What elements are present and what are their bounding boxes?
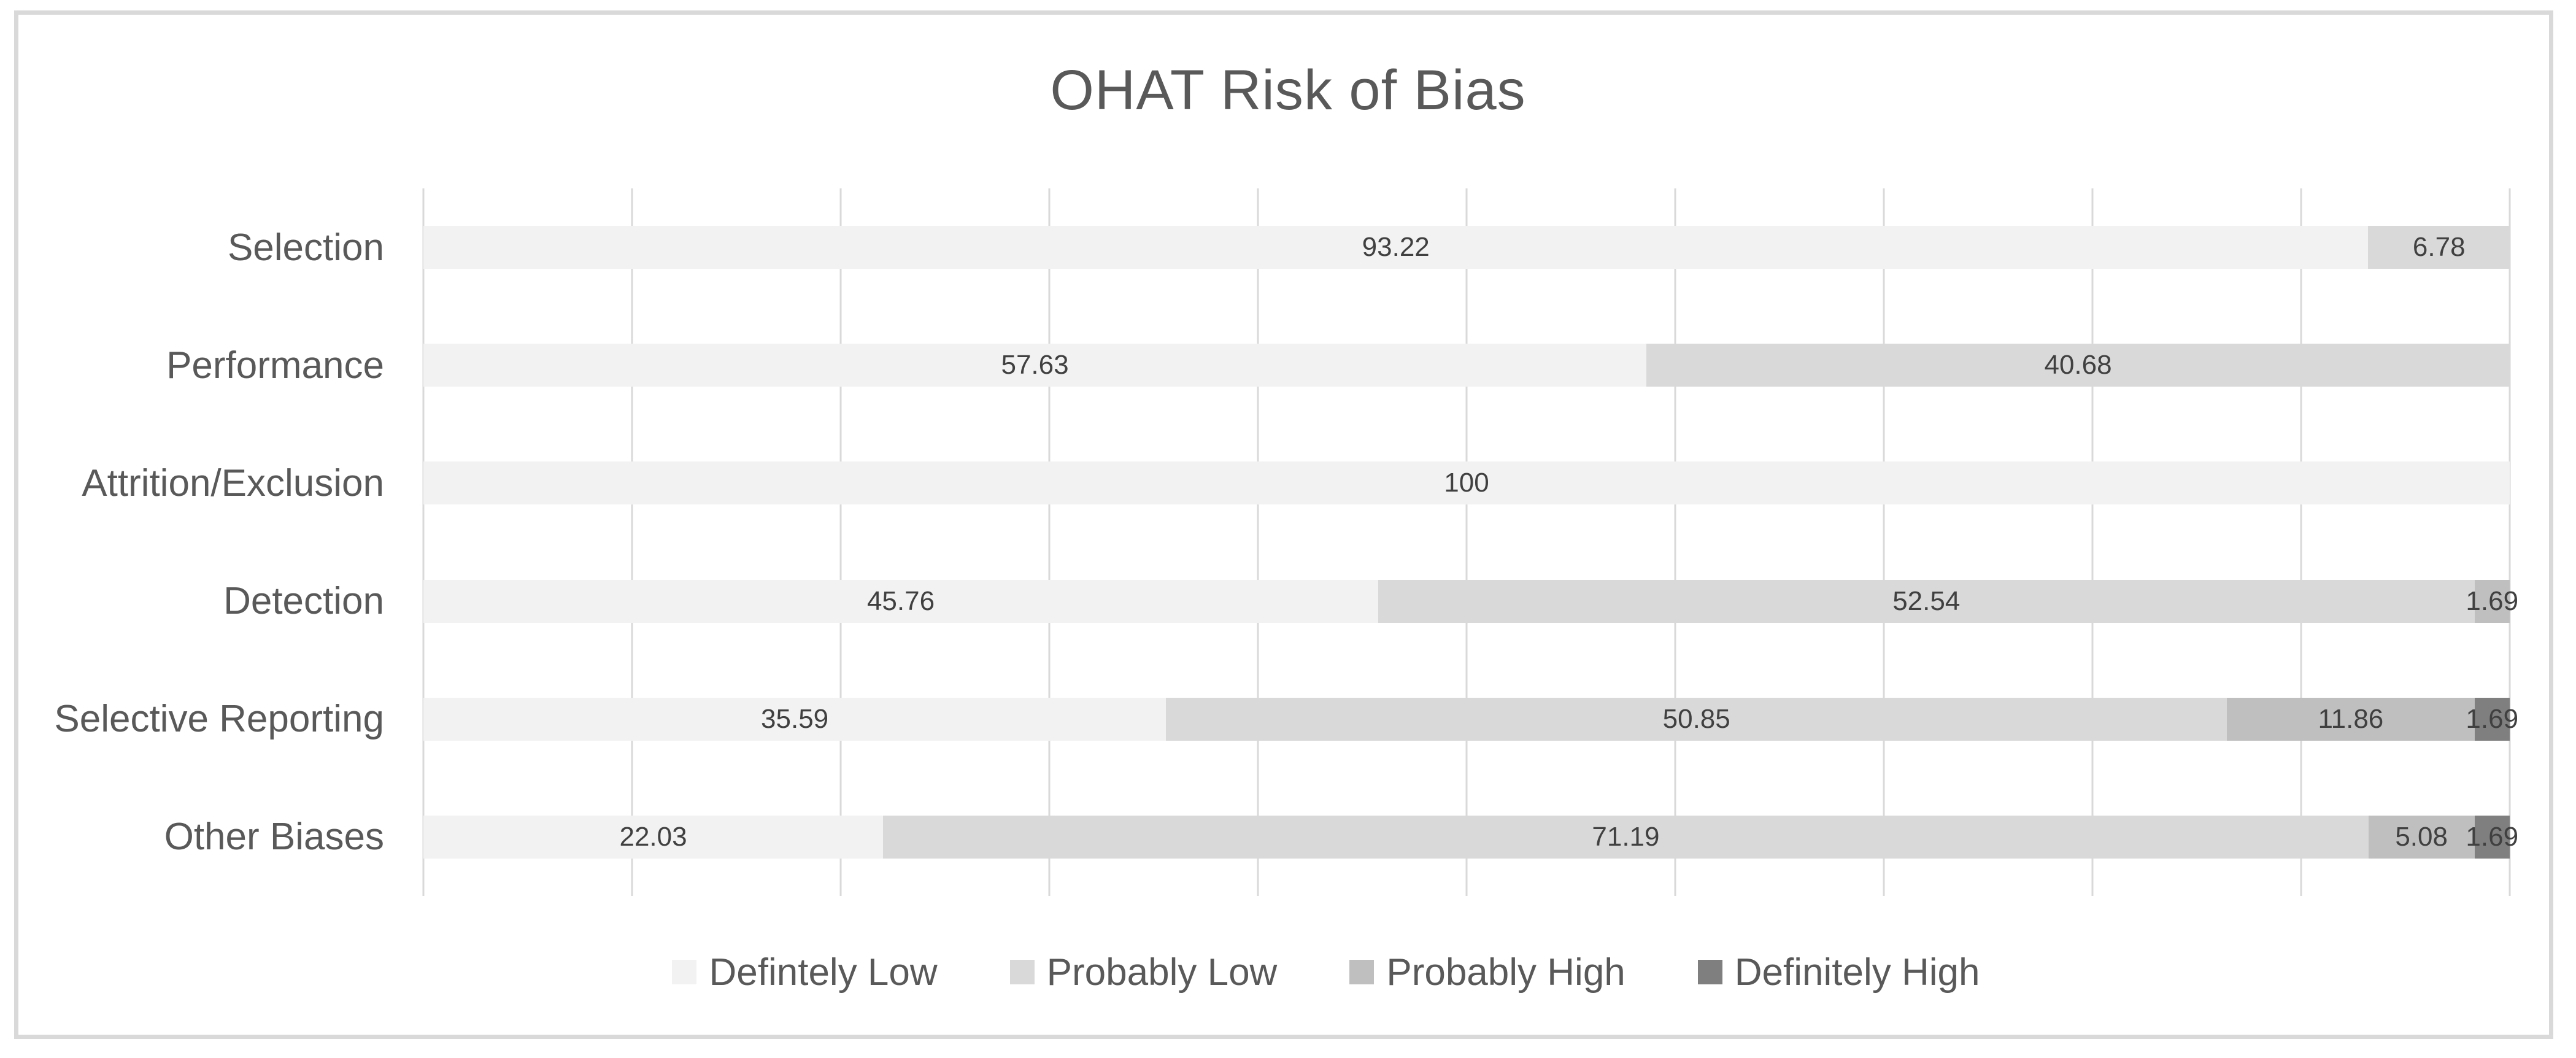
bar-segment-definitely-high: 1.69 (2466, 697, 2518, 741)
legend-item: Probably Low (1009, 951, 1278, 994)
bar-segment-probably-high: 11.86 (2227, 697, 2475, 741)
bar-row: 22.03 71.19 5.08 1.69 (423, 778, 2518, 896)
data-label: 40.68 (2044, 350, 2112, 380)
data-label: 1.69 (2466, 821, 2519, 852)
category-label: Detection (223, 580, 384, 623)
bar-row: 35.59 50.85 11.86 1.69 (423, 660, 2518, 778)
bar-row: 45.76 52.54 1.69 (423, 543, 2518, 660)
data-label: 1.69 (2466, 585, 2519, 616)
bar-segment-probably-high: 1.69 (2466, 579, 2518, 623)
category-label: Attrition/Exclusion (82, 461, 384, 504)
legend-item: Defintely Low (672, 951, 938, 994)
legend-swatch-icon (1009, 960, 1035, 984)
plot-area: 93.22 6.78 57.63 40.68 100 45.76 52.54 1.69 35.5… (422, 188, 2518, 896)
bar-segment-defintely-low: 93.22 (423, 226, 2369, 269)
bar-segment-defintely-low: 35.59 (423, 697, 1167, 741)
bar-segment-probably-low: 52.54 (1378, 579, 2475, 623)
bar-segment-probably-low: 50.85 (1166, 697, 2227, 741)
bar-row: 100 (423, 424, 2510, 542)
bar-row: 93.22 6.78 (423, 188, 2510, 306)
bar-segment-probably-high: 5.08 (2368, 815, 2475, 859)
gridline (631, 188, 633, 896)
gridline (2509, 188, 2511, 896)
legend-item: Probably High (1349, 951, 1625, 994)
data-label: 57.63 (1001, 350, 1069, 380)
gridline (1883, 188, 1885, 896)
bar-segment-probably-low: 40.68 (1646, 344, 2510, 387)
data-label: 11.86 (2318, 703, 2384, 734)
data-label: 50.85 (1662, 703, 1730, 734)
rows-layer: 93.22 6.78 57.63 40.68 100 45.76 52.54 1.69 35.5… (423, 188, 2518, 896)
legend-swatch-icon (1349, 960, 1375, 984)
legend-label: Defintely Low (709, 951, 938, 994)
gridline (1674, 188, 1676, 896)
bar-stack: 57.63 40.68 (423, 344, 2510, 387)
bar-stack: 22.03 71.19 5.08 1.69 (423, 815, 2518, 859)
data-label: 93.22 (1362, 232, 1430, 263)
legend-label: Probably High (1386, 951, 1625, 994)
chart-title: OHAT Risk of Bias (1050, 59, 1526, 122)
bar-segment-definitely-high: 1.69 (2466, 815, 2518, 859)
bar-row: 57.63 40.68 (423, 306, 2510, 424)
gridline (2300, 188, 2302, 896)
gridline (1257, 188, 1259, 896)
legend-swatch-icon (672, 960, 697, 984)
gridline (2091, 188, 2094, 896)
chart-border-frame (14, 10, 2553, 1039)
legend-swatch-icon (1697, 960, 1722, 984)
bar-segment-probably-low: 6.78 (2368, 226, 2510, 269)
data-label: 22.03 (619, 821, 687, 852)
data-label: 1.69 (2466, 703, 2519, 734)
gridline (839, 188, 842, 896)
legend-label: Probably Low (1046, 951, 1278, 994)
gridline (422, 188, 425, 896)
data-label: 52.54 (1892, 585, 1961, 616)
data-label: 6.78 (2412, 232, 2466, 263)
bar-stack: 35.59 50.85 11.86 1.69 (423, 697, 2518, 741)
bar-segment-defintely-low: 45.76 (423, 579, 1378, 623)
legend-item: Definitely High (1697, 951, 1980, 994)
legend: Defintely Low Probably Low Probably High De… (38, 946, 2576, 998)
bar-segment-defintely-low: 100 (423, 461, 2510, 505)
category-label: Selective Reporting (54, 698, 384, 741)
data-label: 5.08 (2395, 821, 2448, 852)
bar-segment-probably-low: 71.19 (883, 815, 2369, 859)
bar-stack: 45.76 52.54 1.69 (423, 579, 2518, 623)
category-label: Other Biases (164, 816, 384, 859)
data-label: 45.76 (866, 585, 935, 616)
legend-label: Definitely High (1734, 951, 1980, 994)
bar-stack: 100 (423, 461, 2510, 505)
data-label: 100 (1444, 468, 1489, 498)
bar-segment-defintely-low: 22.03 (423, 815, 884, 859)
gridline (1465, 188, 1468, 896)
gridline (1048, 188, 1051, 896)
category-axis: Selection Performance Attrition/Exclusion D… (0, 188, 405, 896)
category-label: Performance (166, 344, 384, 387)
bar-stack: 93.22 6.78 (423, 226, 2510, 269)
data-label: 35.59 (761, 703, 829, 734)
category-label: Selection (227, 226, 384, 269)
data-label: 71.19 (1592, 821, 1660, 852)
bar-segment-defintely-low: 57.63 (423, 344, 1647, 387)
